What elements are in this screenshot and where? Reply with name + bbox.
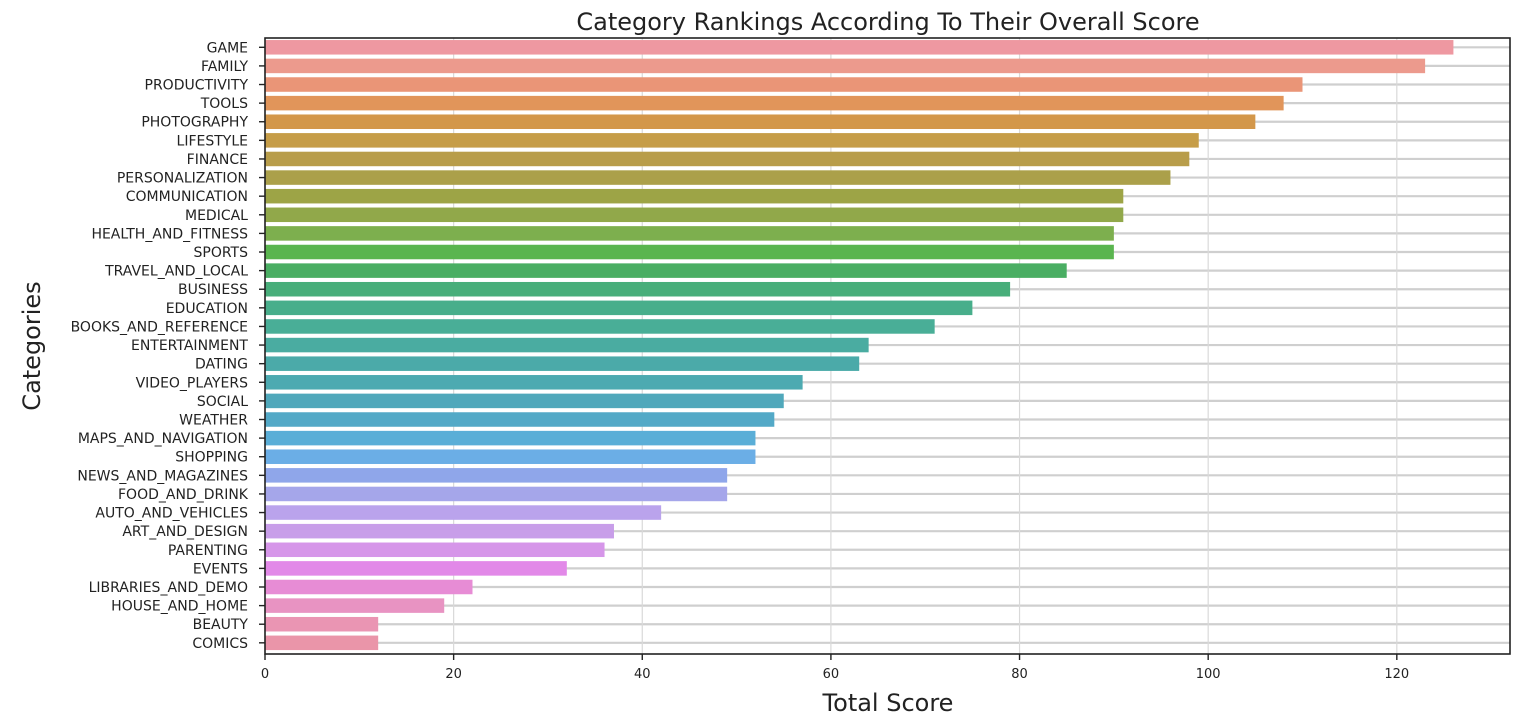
category-label: SOCIAL <box>197 394 248 410</box>
bar-communication <box>265 188 1124 204</box>
bar-social <box>265 393 784 409</box>
bar-events <box>265 561 567 576</box>
bar-productivity <box>265 77 1303 92</box>
bar-food-and-drink <box>265 486 728 502</box>
bar-news-and-magazines <box>265 468 728 483</box>
bar-game <box>265 40 1454 55</box>
category-label: TOOLS <box>200 96 248 112</box>
category-label: NEWS_AND_MAGAZINES <box>77 468 248 484</box>
bar-beauty <box>265 616 379 632</box>
chart-title: Category Rankings According To Their Ove… <box>576 8 1199 36</box>
category-label: PERSONALIZATION <box>117 171 248 187</box>
category-label: BEAUTY <box>193 617 249 633</box>
bar-books-and-reference <box>265 319 935 334</box>
category-label: LIBRARIES_AND_DEMO <box>89 580 248 596</box>
category-label: WEATHER <box>179 413 248 429</box>
category-label: TRAVEL_AND_LOCAL <box>104 264 248 280</box>
category-label: ENTERTAINMENT <box>131 338 248 354</box>
bar-dating <box>265 356 860 371</box>
bar-photography <box>265 114 1256 129</box>
x-tick-label: 40 <box>634 667 651 682</box>
x-tick-label: 60 <box>823 667 840 682</box>
bar-weather <box>265 412 775 427</box>
category-label: BOOKS_AND_REFERENCE <box>71 319 248 335</box>
bar-libraries-and-demo <box>265 579 473 595</box>
bar-house-and-home <box>265 598 445 613</box>
x-tick-label: 80 <box>1011 667 1028 682</box>
bar-shopping <box>265 449 756 464</box>
x-axis-label: Total Score <box>822 689 954 717</box>
category-labels: GAME FAMILY PRODUCTIVITY TOOLS PHOTOGRAPHY LI… <box>71 40 265 652</box>
category-label: FOOD_AND_DRINK <box>118 487 249 503</box>
category-label: HEALTH_AND_FITNESS <box>91 226 248 242</box>
category-label: FINANCE <box>187 152 248 168</box>
plot-frame <box>264 37 1511 655</box>
category-label: DATING <box>195 357 248 373</box>
x-ticks: 0 20 40 60 80 100 120 <box>261 654 1409 682</box>
bar-lifestyle <box>265 133 1199 148</box>
bar-business <box>265 281 1011 297</box>
category-label: MEDICAL <box>185 208 248 224</box>
x-tick-label: 120 <box>1384 667 1409 682</box>
category-label: FAMILY <box>201 59 248 75</box>
y-axis-label: Categories <box>18 281 46 410</box>
x-tick-label: 0 <box>261 667 269 682</box>
category-label: PARENTING <box>168 543 248 559</box>
bars <box>265 40 1454 651</box>
category-label: COMICS <box>192 636 248 652</box>
category-label: BUSINESS <box>178 282 248 298</box>
category-label: MAPS_AND_NAVIGATION <box>78 431 248 447</box>
bar-personalization <box>265 170 1171 185</box>
category-label: LIFESTYLE <box>177 133 248 149</box>
x-tick-label: 100 <box>1196 667 1221 682</box>
category-label: COMMUNICATION <box>126 189 248 205</box>
category-label: VIDEO_PLAYERS <box>136 375 249 391</box>
bar-tools <box>265 95 1284 111</box>
bar-maps-and-navigation <box>265 430 756 446</box>
bar-education <box>265 300 973 316</box>
bar-art-and-design <box>265 523 614 539</box>
category-label: ART_AND_DESIGN <box>122 524 248 540</box>
category-label: SHOPPING <box>175 450 248 466</box>
category-label: EDUCATION <box>166 301 248 317</box>
bar-entertainment <box>265 337 869 353</box>
category-label: SPORTS <box>194 245 249 261</box>
bar-parenting <box>265 542 605 558</box>
bar-auto-and-vehicles <box>265 505 662 520</box>
bar-travel-and-local <box>265 263 1067 278</box>
category-label: PRODUCTIVITY <box>145 78 249 94</box>
category-label: AUTO_AND_VEHICLES <box>95 506 248 522</box>
category-label: HOUSE_AND_HOME <box>111 599 248 615</box>
bar-sports <box>265 244 1114 260</box>
bar-finance <box>265 151 1190 167</box>
category-label: PHOTOGRAPHY <box>141 115 248 131</box>
bar-health-and-fitness <box>265 226 1114 241</box>
bar-medical <box>265 207 1124 223</box>
category-label: GAME <box>207 40 248 56</box>
bar-family <box>265 58 1426 74</box>
x-tick-label: 20 <box>445 667 462 682</box>
bar-video-players <box>265 375 803 390</box>
bar-comics <box>265 635 379 651</box>
category-label: EVENTS <box>193 561 248 577</box>
